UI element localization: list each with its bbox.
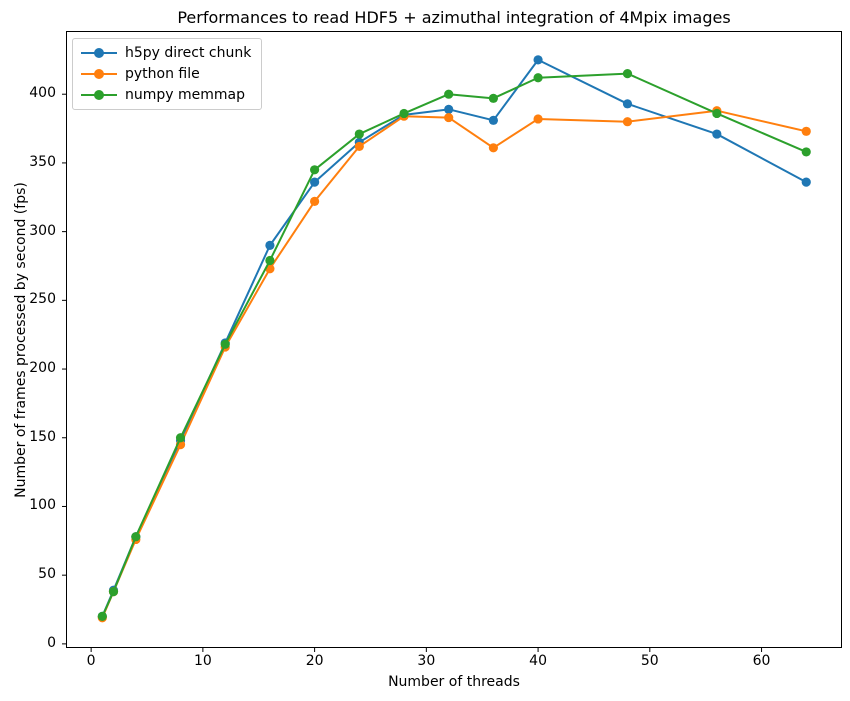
data-point-marker — [801, 147, 811, 157]
data-point-marker — [488, 115, 498, 125]
data-point-marker — [310, 177, 320, 187]
y-tick-label: 150 — [29, 428, 56, 445]
data-point-marker — [622, 117, 633, 127]
data-point-marker — [622, 99, 633, 109]
x-tick-label: 30 — [417, 653, 436, 669]
x-tick-label: 50 — [640, 653, 659, 669]
data-point-marker — [310, 165, 320, 175]
y-tick-label: 300 — [29, 222, 56, 239]
data-point-marker — [265, 255, 275, 266]
plot-canvas — [62, 31, 842, 652]
data-point-marker — [175, 433, 186, 443]
legend: h5py direct chunk python file numpy memm… — [72, 38, 263, 110]
x-tick-label: 40 — [529, 653, 547, 669]
data-point-marker — [533, 114, 543, 124]
x-tick-label: 0 — [86, 653, 96, 669]
chart-title: Performances to read HDF5 + azimuthal in… — [177, 8, 731, 27]
legend-item-python-file: python file — [81, 65, 251, 83]
data-point-marker — [354, 129, 364, 139]
data-point-marker — [801, 126, 811, 136]
legend-item-numpy-memmap: numpy memmap — [81, 86, 251, 104]
x-tick-label: 10 — [193, 653, 212, 669]
data-point-marker — [131, 532, 141, 542]
data-point-marker — [265, 240, 275, 250]
data-point-marker — [488, 143, 498, 153]
y-tick-label: 350 — [29, 153, 56, 170]
series-line-2 — [101, 72, 807, 617]
line-marker-icon — [81, 48, 117, 58]
legend-label: h5py direct chunk — [125, 45, 252, 61]
data-point-marker — [533, 55, 543, 65]
y-tick-label: 200 — [29, 360, 56, 377]
y-tick-label: 50 — [38, 566, 56, 583]
data-point-marker — [622, 68, 633, 79]
line-marker-icon — [81, 69, 117, 79]
data-point-marker — [220, 339, 230, 349]
x-tick-label: 60 — [752, 653, 771, 669]
y-tick-label: 0 — [47, 634, 56, 651]
data-point-marker — [97, 611, 107, 621]
data-point-marker — [444, 104, 454, 114]
data-point-marker — [444, 89, 454, 99]
legend-label: python file — [125, 66, 200, 82]
data-point-marker — [444, 112, 454, 123]
legend-item-h5py-direct-chunk: h5py direct chunk — [81, 44, 251, 62]
series-line-0 — [101, 58, 807, 617]
x-tick-label: 20 — [305, 653, 324, 669]
data-point-marker — [108, 587, 119, 597]
data-point-marker — [354, 141, 364, 152]
series-line-1 — [101, 109, 807, 619]
axes-spines — [66, 31, 842, 648]
x-axis-label: Number of threads — [388, 674, 520, 690]
data-point-marker — [310, 196, 320, 206]
data-point-marker — [801, 177, 811, 187]
line-marker-icon — [81, 90, 117, 100]
data-point-marker — [712, 108, 722, 119]
data-point-marker — [399, 108, 409, 119]
y-tick-label: 400 — [29, 85, 56, 102]
data-point-marker — [488, 93, 498, 103]
y-tick-label: 250 — [29, 291, 56, 308]
data-point-marker — [712, 129, 722, 139]
data-point-marker — [533, 73, 543, 83]
legend-label: numpy memmap — [125, 87, 245, 103]
y-tick-label: 100 — [29, 497, 56, 514]
